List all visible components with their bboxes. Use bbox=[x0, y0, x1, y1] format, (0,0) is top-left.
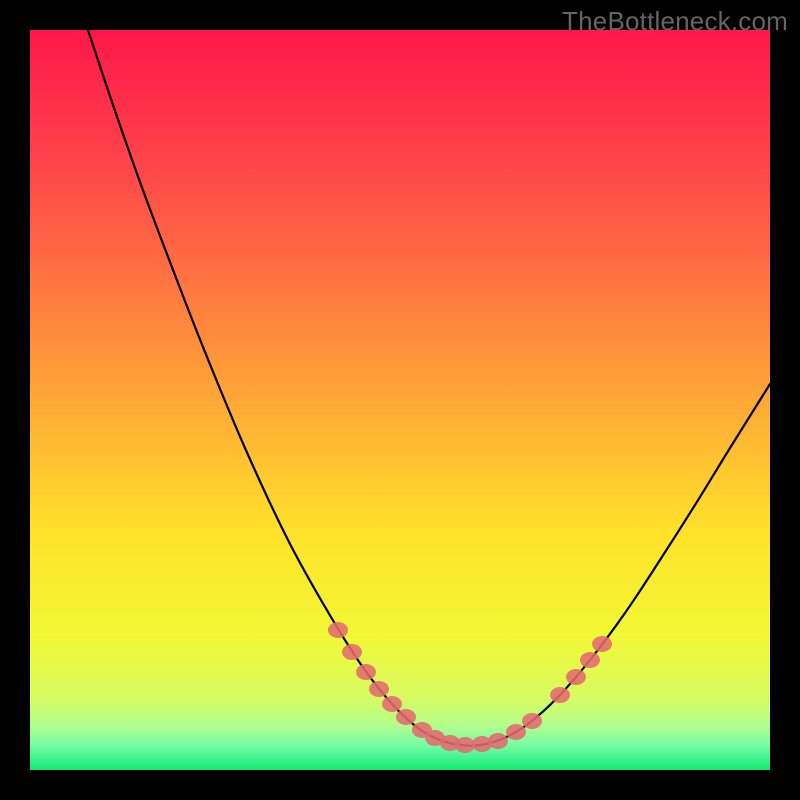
data-marker bbox=[342, 644, 362, 660]
data-marker bbox=[506, 724, 526, 740]
data-marker bbox=[522, 713, 542, 729]
data-marker bbox=[369, 681, 389, 697]
data-marker bbox=[488, 733, 508, 749]
chart-frame: TheBottleneck.com bbox=[0, 0, 800, 800]
data-marker bbox=[455, 737, 475, 753]
data-marker bbox=[328, 622, 348, 638]
plot-area bbox=[30, 30, 770, 770]
data-marker bbox=[580, 652, 600, 668]
data-marker bbox=[566, 669, 586, 685]
data-marker bbox=[356, 664, 376, 680]
data-marker bbox=[592, 636, 612, 652]
data-marker bbox=[396, 709, 416, 725]
gradient-background bbox=[30, 30, 770, 770]
watermark-text: TheBottleneck.com bbox=[562, 6, 788, 37]
data-marker bbox=[550, 687, 570, 703]
chart-svg bbox=[30, 30, 770, 770]
data-marker bbox=[382, 696, 402, 712]
